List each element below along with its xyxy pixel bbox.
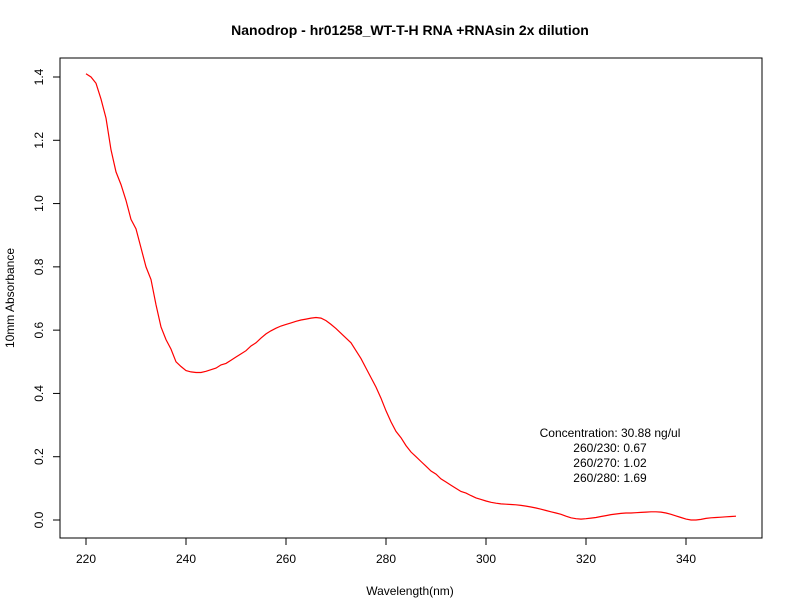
y-tick-label: 1.0 [32,195,46,212]
x-tick-label: 340 [676,552,696,566]
y-tick-label: 0.2 [32,448,46,465]
ratio-260-230-annotation: 260/230: 0.67 [573,441,647,455]
y-tick-label: 1.2 [32,132,46,149]
y-tick-label: 0.0 [32,511,46,528]
absorbance-series-line [85,73,737,521]
series-layer [85,73,737,521]
ratio-260-280-annotation: 260/280: 1.69 [573,471,647,485]
ratio-260-270-annotation: 260/270: 1.02 [573,456,647,470]
x-tick-label: 300 [476,552,496,566]
y-axis: 0.0 0.2 0.4 0.6 0.8 1.0 1.2 1.4 [32,68,61,528]
x-tick-label: 220 [76,552,96,566]
x-tick-label: 280 [376,552,396,566]
y-tick-label: 1.4 [32,68,46,85]
y-tick-label: 0.8 [32,258,46,275]
plot-frame [59,57,763,539]
x-tick-label: 240 [176,552,196,566]
x-tick-label: 260 [276,552,296,566]
x-axis-label: Wavelength(nm) [366,584,454,598]
y-axis-label: 10mm Absorbance [3,248,17,348]
y-tick-label: 0.6 [32,321,46,338]
x-axis: 220 240 260 280 300 320 340 [76,537,696,566]
concentration-annotation: Concentration: 30.88 ng/ul [540,426,681,440]
x-tick-label: 320 [576,552,596,566]
y-tick-label: 0.4 [32,385,46,402]
chart-title: Nanodrop - hr01258_WT-T-H RNA +RNAsin 2x… [231,22,589,38]
